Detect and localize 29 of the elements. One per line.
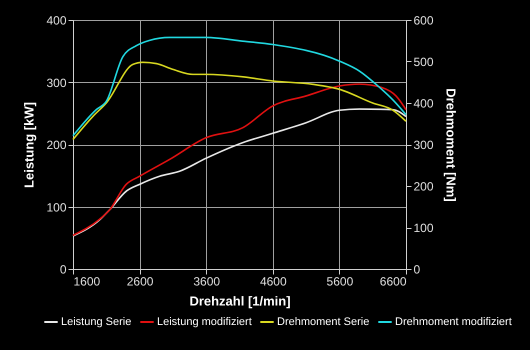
x-tick-label: 1600 (74, 274, 101, 288)
y2-tick-label: 400 (414, 96, 434, 110)
y2-tick-label: 200 (414, 180, 434, 194)
y-axis-title: Leistung [kW] (21, 102, 36, 188)
y2-tick-label: 0 (414, 262, 420, 276)
x-tick-label: 6600 (380, 274, 407, 288)
legend-label: Drehmoment modifiziert (395, 316, 512, 328)
x-axis-title: Drehzahl [1/min] (189, 294, 291, 308)
y2-tick-label: 500 (414, 55, 434, 69)
y2-tick-label: 300 (414, 138, 434, 152)
y-tick-label: 200 (46, 138, 67, 152)
y-tick-label: 400 (46, 14, 67, 28)
x-tick-label: 4600 (260, 274, 287, 288)
y-tick-label: 300 (46, 76, 67, 90)
line-series (72, 108, 407, 237)
y2-tick-label: 600 (414, 14, 434, 28)
x-tick-label: 3600 (193, 274, 220, 288)
legend-label: Leistung modifiziert (157, 316, 252, 328)
legend-label: Drehmoment Serie (277, 316, 370, 328)
legend-label: Leistung Serie (61, 316, 132, 328)
line-series (72, 83, 407, 236)
y2-axis-title: Drehmoment [Nm] (444, 88, 459, 202)
x-tick-label: 2600 (126, 274, 154, 288)
x-tick-label: 5600 (326, 274, 354, 288)
y-tick-label: 100 (46, 200, 67, 214)
y2-tick-label: 100 (414, 221, 434, 235)
line-series (72, 62, 407, 140)
line-series (72, 36, 407, 137)
y-tick-label: 0 (60, 262, 67, 276)
